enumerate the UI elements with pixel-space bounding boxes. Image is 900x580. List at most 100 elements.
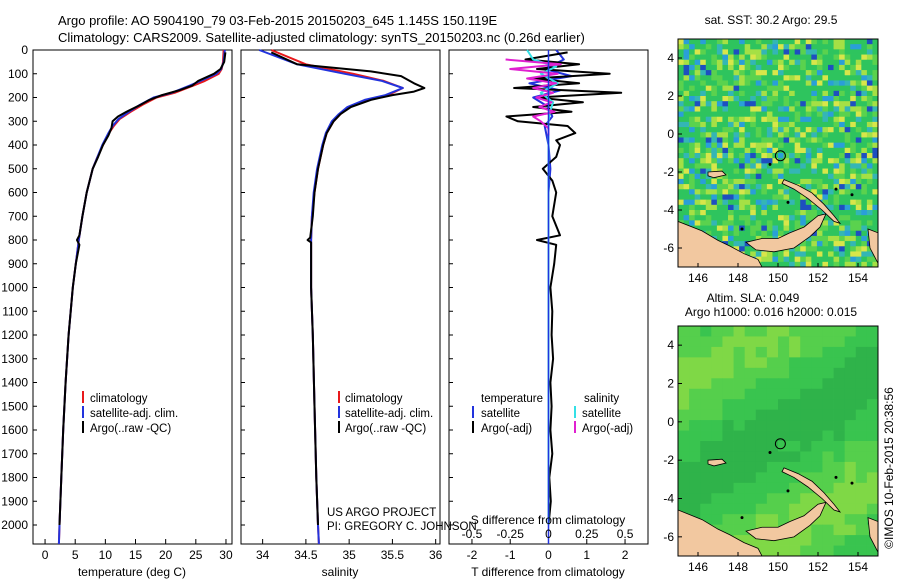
legend-argo-label: Argo(..raw -QC) [90,423,171,435]
series-line-argo_magenta [505,58,562,136]
difference-plot: -2 -1 0 1 2 -0.5 -0.25 0 0.25 0.5 [462,49,634,562]
land-new-ireland [781,179,842,225]
sla-map-title-line1: Altim. SLA: 0.049 [707,291,800,305]
legend-argo-label: Argo(..raw -QC) [345,423,426,435]
map-y-tick-label: 2 [667,89,674,103]
small-island [768,451,772,454]
land-new-guinea [678,220,763,267]
map-y-tick-label: -2 [663,453,674,467]
depth-tick-label: 300 [8,114,28,128]
figure-title-line1: Argo profile: AO 5904190_79 03-Feb-2015 … [58,13,498,28]
x-tick-label: 0 [42,548,49,562]
x-tick-label: -1 [505,548,516,562]
land-bougainville [867,228,878,264]
map-x-tick-label: 146 [688,560,708,574]
s-tick-label: -0.25 [497,527,525,541]
map-y-tick-label: 4 [667,51,674,65]
imos-credit: ©IMOS 10-Feb-2015 20:38:56 [882,387,896,549]
x-tick-label: 30 [219,548,233,562]
x-tick-label: 20 [159,548,173,562]
small-island [740,227,744,231]
land-new-ireland [781,467,842,513]
legend-climatology-label: climatology [90,393,148,405]
depth-tick-label: 1500 [1,399,28,413]
map-x-tick-label: 150 [768,271,788,285]
figure-title-line2: Climatology: CARS2009. Satellite-adjuste… [58,30,585,45]
legend-salinity-header: salinity [584,393,619,405]
map-y-tick-label: -6 [663,530,674,544]
series-line-argo [505,51,623,526]
depth-tick-label: 0 [21,43,28,57]
salinity-panel-frame [240,49,441,545]
map-x-tick-label: 152 [808,271,828,285]
argo-float-marker [774,438,786,450]
depth-tick-label: 1800 [1,471,28,485]
small-island [740,516,744,520]
map-x-tick-label: 148 [728,560,748,574]
sst-map: 146 148 150 152 154 4 2 0 -2 -4 -6 [663,38,879,285]
small-island [834,187,838,191]
s-tick-label: 0.5 [617,527,634,541]
small-island [786,200,790,204]
map-y-tick-label: 4 [667,338,674,352]
small-island [834,475,838,479]
map-x-tick-label: 152 [808,560,828,574]
legend-temperature-header: temperature [481,393,543,405]
small-island [850,481,854,485]
depth-axis: 0 100 200 300 400 500 600 700 800 900 1000 1100 1200… [1,43,453,532]
land-new-guinea [678,509,763,556]
land-manus [707,458,727,467]
depth-tick-label: 1200 [1,328,28,342]
x-tick-label: 36 [429,548,443,562]
map-y-tick-label: -2 [663,165,674,179]
temperature-xlabel: temperature (deg C) [78,565,186,579]
depth-tick-label: 400 [8,138,28,152]
map-y-tick-label: 2 [667,377,674,391]
map-x-tick-label: 154 [848,271,868,285]
project-name: US ARGO PROJECT [327,507,436,519]
x-tick-label: 2 [622,548,629,562]
depth-tick-label: 900 [8,257,28,271]
depth-tick-label: 1000 [1,281,28,295]
map-y-tick-label: -4 [663,203,674,217]
x-tick-label: -2 [467,548,478,562]
map-y-tick-label: 0 [667,415,674,429]
x-tick-label: 15 [129,548,143,562]
x-tick-label: 25 [189,548,203,562]
map-x-tick-label: 148 [728,271,748,285]
depth-tick-label: 1900 [1,494,28,508]
salinity-plot: 34 34.5 35 35.5 36 [256,49,443,562]
depth-tick-label: 1300 [1,352,28,366]
depth-tick-label: 1600 [1,423,28,437]
map-x-tick-label: 154 [848,560,868,574]
s-difference-xlabel: S difference from climatology [471,513,626,527]
map-y-tick-label: 0 [667,127,674,141]
depth-tick-label: 1700 [1,447,28,461]
x-tick-label: 34.5 [294,548,318,562]
sla-map: 146 148 150 152 154 4 2 0 -2 -4 -6 [663,325,879,574]
map-y-tick-label: -4 [663,492,674,506]
sst-map-title: sat. SST: 30.2 Argo: 29.5 [705,13,838,27]
argo-float-marker [774,150,786,162]
legend-satellite-label: satellite-adj. clim. [345,408,433,420]
small-island [768,162,772,166]
x-tick-label: 10 [99,548,113,562]
map-field [678,39,878,267]
land-bougainville [867,517,878,553]
depth-tick-label: 800 [8,233,28,247]
depth-tick-label: 700 [8,209,28,223]
map-field [678,326,878,556]
s-tick-label: -0.5 [462,527,483,541]
depth-tick-label: 1100 [2,304,28,318]
map-y-tick-label: -6 [663,241,674,255]
difference-legend: temperature satellite Argo(-adj) salinit… [472,393,633,435]
depth-tick-label: 500 [8,162,28,176]
x-tick-label: 5 [72,548,79,562]
x-tick-label: 34 [256,548,270,562]
t-difference-xlabel: T difference from climatology [471,565,625,579]
legend-s-satellite-label: satellite [582,408,621,420]
map-x-tick-label: 146 [688,271,708,285]
x-tick-label: 35 [342,548,356,562]
sla-map-title-line2: Argo h1000: 0.016 h2000: 0.015 [685,305,857,319]
